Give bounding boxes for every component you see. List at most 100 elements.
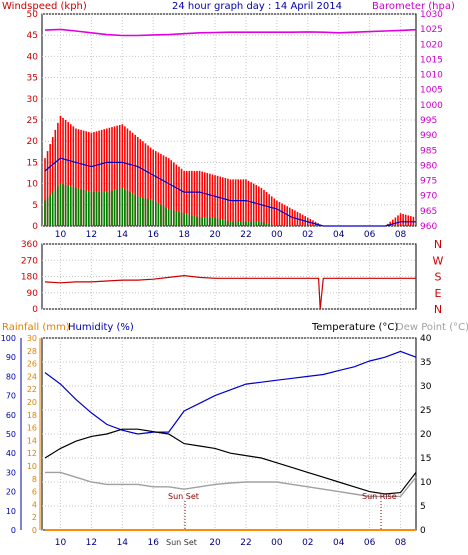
x-tick-label: 10 [55, 538, 67, 548]
barometer-tick-label: 960 [420, 222, 437, 232]
x-tick-label: 12 [86, 230, 97, 240]
compass-label: E [435, 287, 442, 300]
x-tick-label: 06 [364, 538, 376, 548]
rainfall-tick-label: 18 [27, 411, 37, 420]
barometer-tick-label: 975 [420, 177, 437, 187]
barometer-tick-label: 1000 [420, 101, 443, 111]
temperature-tick-label: 10 [420, 478, 432, 488]
rainfall-tick-label: 28 [27, 347, 37, 356]
barometer-tick-label: 965 [420, 207, 437, 217]
barometer-tick-label: 1005 [420, 86, 443, 96]
x-tick-label: 16 [147, 538, 159, 548]
barometer-axis-title: Barometer (hpa) [372, 1, 455, 12]
rainfall-tick-label: 12 [27, 449, 37, 458]
direction-tick-label: 90 [27, 289, 39, 299]
compass-label: W [433, 254, 444, 267]
compass-label: N [434, 303, 442, 316]
x-tick-label: 14 [117, 230, 129, 240]
barometer-tick-label: 1010 [420, 71, 443, 81]
sunset-label: Sun Set [168, 492, 199, 501]
x-tick-label: 20 [209, 230, 221, 240]
windspeed-tick-label: 20 [27, 137, 39, 147]
rainfall-tick-label: 16 [27, 424, 37, 433]
temperature-tick-label: 20 [420, 430, 432, 440]
x-tick-label: 22 [240, 230, 251, 240]
series-layer [44, 28, 417, 531]
barometer-tick-label: 1025 [420, 25, 443, 35]
compass-label: N [434, 238, 442, 251]
rainfall-tick-label: 10 [27, 462, 37, 471]
x-tick-label: 14 [117, 538, 129, 548]
rainfall-tick-label: 6 [32, 488, 37, 497]
x-tick-label: 12 [86, 538, 97, 548]
humidity-tick-label: 30 [6, 468, 16, 477]
humidity-series [44, 350, 417, 435]
temperature-tick-label: 0 [420, 526, 426, 536]
humidity-tick-label: 40 [6, 449, 16, 458]
barometer-tick-label: 1030 [420, 10, 443, 20]
x-tick-label: 06 [364, 230, 376, 240]
windspeed-tick-label: 5 [32, 201, 38, 211]
low-series [44, 183, 276, 226]
x-tick-label: 00 [271, 230, 283, 240]
temperature-tick-label: 35 [420, 358, 431, 368]
rainfall-axis-title: Rainfall (mm) [2, 322, 70, 333]
temperature-tick-label: 40 [420, 334, 432, 344]
grid [42, 13, 416, 531]
rainfall-tick-label: 0 [32, 526, 37, 535]
barometer-tick-label: 990 [420, 131, 437, 141]
windspeed-tick-label: 45 [27, 31, 38, 41]
temperature-series [44, 428, 417, 495]
x-tick-label: 18 [178, 230, 190, 240]
average-series [44, 157, 416, 227]
direction-series [44, 274, 416, 310]
x-tick-label: 04 [333, 230, 345, 240]
temperature-tick-label: 25 [420, 406, 431, 416]
barometer-tick-label: 1015 [420, 55, 443, 65]
temperature-tick-label: 5 [420, 502, 426, 512]
rainfall-tick-label: 30 [27, 334, 37, 343]
rainfall-tick-label: 2 [32, 513, 37, 522]
x-tick-label: 22 [240, 538, 251, 548]
direction-tick-label: 270 [21, 256, 38, 266]
compass-label: S [435, 271, 442, 284]
humidity-tick-label: 50 [6, 430, 16, 439]
temperature-tick-label: 30 [420, 382, 432, 392]
rainfall-tick-label: 4 [32, 500, 37, 509]
direction-tick-label: 360 [21, 240, 38, 250]
chart-title: 24 hour graph day : 14 April 2014 [172, 1, 342, 12]
windspeed-axis-title: Windspeed (kph) [2, 1, 87, 12]
humidity-axis-title: Humidity (%) [68, 322, 134, 333]
rainfall-tick-label: 26 [27, 360, 37, 369]
humidity-tick-label: 20 [6, 488, 16, 497]
rainfall-tick-label: 22 [27, 385, 37, 394]
x-tick-label: 04 [333, 538, 345, 548]
sunrise-label: Sun Rise [362, 492, 397, 501]
dewpoint-axis-title: Dew Point (°C) [396, 322, 468, 333]
humidity-tick-label: 100 [1, 334, 16, 343]
barometer-series [44, 28, 417, 37]
windspeed-tick-label: 25 [27, 116, 38, 126]
windspeed-tick-label: 15 [27, 158, 38, 168]
windspeed-tick-label: 0 [32, 222, 38, 232]
barometer-tick-label: 970 [420, 192, 437, 202]
humidity-tick-label: 0 [11, 526, 16, 535]
x-tick-label: 08 [395, 230, 407, 240]
windspeed-tick-label: 50 [27, 10, 39, 20]
temperature-axis-title: Temperature (°C) [311, 322, 398, 333]
windspeed-tick-label: 30 [27, 95, 39, 105]
temperature-tick-label: 15 [420, 454, 431, 464]
barometer-tick-label: 985 [420, 146, 437, 156]
x-tick-label: 00 [271, 538, 283, 548]
x-tick-label: 10 [55, 230, 67, 240]
x-tick-label: 02 [302, 538, 313, 548]
humidity-tick-label: 90 [6, 353, 16, 362]
direction-tick-label: 0 [32, 305, 38, 315]
rainfall-tick-label: 14 [27, 436, 37, 445]
humidity-tick-label: 80 [6, 372, 16, 381]
barometer-tick-label: 1020 [420, 40, 443, 50]
windspeed-tick-label: 10 [27, 180, 39, 190]
x-tick-label: 02 [302, 230, 313, 240]
